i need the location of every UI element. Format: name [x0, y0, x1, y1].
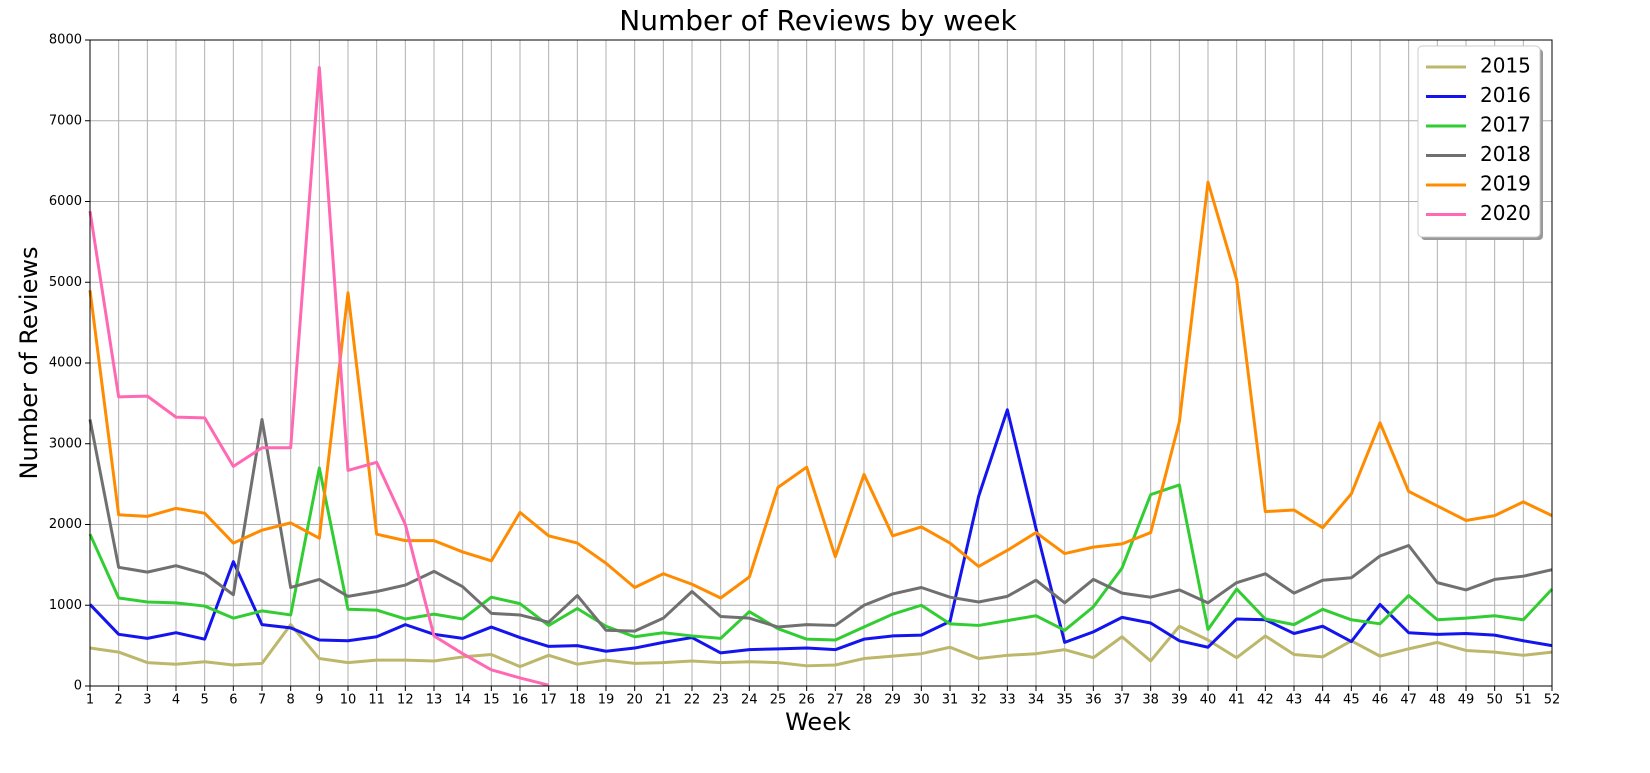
legend-label: 2016: [1480, 83, 1531, 107]
series-line: [89, 623, 1553, 669]
legend-label: 2017: [1480, 113, 1531, 137]
x-tick-label: 2: [115, 693, 123, 708]
x-axis-label: Week: [785, 708, 851, 736]
y-tick-label: 8000: [49, 33, 82, 48]
x-tick-label: 11: [368, 693, 385, 708]
x-tick-label: 25: [770, 693, 787, 708]
x-tick-label: 1: [86, 693, 94, 708]
x-tick-label: 33: [999, 693, 1016, 708]
y-tick-label: 4000: [49, 356, 82, 371]
x-tick-label: 22: [684, 693, 701, 708]
legend-label: 2015: [1480, 54, 1531, 78]
legend-label: 2018: [1480, 142, 1531, 166]
x-tick-label: 42: [1257, 693, 1274, 708]
x-tick-label: 38: [1142, 693, 1159, 708]
x-tick-label: 7: [258, 693, 266, 708]
legend-box: [1417, 45, 1541, 238]
series-line: [88, 180, 1553, 600]
x-tick-label: 16: [512, 693, 529, 708]
x-tick-label: 9: [315, 693, 323, 708]
x-tick-label: 45: [1343, 693, 1360, 708]
x-tick-label: 12: [397, 693, 414, 708]
x-tick-label: 13: [426, 693, 443, 708]
x-tick-label: 14: [454, 693, 471, 708]
x-tick-label: 52: [1544, 693, 1561, 708]
series-line: [88, 65, 550, 687]
y-tick-label: 6000: [49, 194, 82, 209]
x-tick-label: 49: [1458, 693, 1475, 708]
x-tick-label: 34: [1028, 693, 1045, 708]
x-tick-label: 21: [655, 693, 672, 708]
x-tick-label: 15: [483, 693, 500, 708]
x-tick-label: 26: [798, 693, 815, 708]
x-tick-label: 36: [1085, 693, 1102, 708]
x-tick-label: 3: [143, 693, 151, 708]
x-tick-label: 23: [712, 693, 729, 708]
plot-frame: [89, 39, 1553, 687]
legend-label: 2019: [1480, 172, 1531, 196]
x-tick-label: 35: [1056, 693, 1073, 708]
y-tick-label: 3000: [49, 436, 82, 451]
x-tick-label: 41: [1228, 693, 1245, 708]
x-tick-label: 46: [1372, 693, 1389, 708]
x-tick-label: 5: [201, 693, 209, 708]
x-tick-label: 8: [287, 693, 295, 708]
y-tick-label: 0: [74, 679, 82, 694]
x-tick-label: 24: [741, 693, 758, 708]
x-tick-label: 47: [1400, 693, 1417, 708]
series-line: [88, 466, 1554, 642]
y-axis-label: Number of Reviews: [15, 247, 43, 480]
x-tick-label: 19: [598, 693, 615, 708]
x-tick-label: 44: [1314, 693, 1331, 708]
x-tick-label: 50: [1486, 693, 1503, 708]
x-tick-label: 4: [172, 693, 180, 708]
x-tick-label: 28: [856, 693, 873, 708]
series-line: [88, 408, 1553, 655]
x-tick-label: 27: [827, 693, 844, 708]
x-tick-label: 31: [942, 693, 959, 708]
x-tick-label: 20: [626, 693, 643, 708]
y-tick-label: 1000: [49, 598, 82, 613]
x-tick-label: 18: [569, 693, 586, 708]
x-tick-label: 29: [884, 693, 901, 708]
x-tick-label: 39: [1171, 693, 1188, 708]
chart-title: Number of Reviews by week: [619, 4, 1017, 37]
x-tick-label: 32: [970, 693, 987, 708]
x-tick-label: 51: [1515, 693, 1532, 708]
y-tick-label: 5000: [49, 275, 82, 290]
x-tick-label: 10: [340, 693, 357, 708]
y-tick-label: 7000: [49, 113, 82, 128]
x-tick-label: 30: [913, 693, 930, 708]
y-tick-label: 2000: [49, 517, 82, 532]
x-tick-label: 37: [1114, 693, 1131, 708]
x-tick-label: 17: [540, 693, 557, 708]
x-tick-label: 6: [229, 693, 237, 708]
x-tick-label: 40: [1200, 693, 1217, 708]
legend-label: 2020: [1480, 201, 1531, 225]
series-line: [88, 418, 1553, 633]
x-tick-label: 43: [1286, 693, 1303, 708]
x-tick-label: 48: [1429, 693, 1446, 708]
